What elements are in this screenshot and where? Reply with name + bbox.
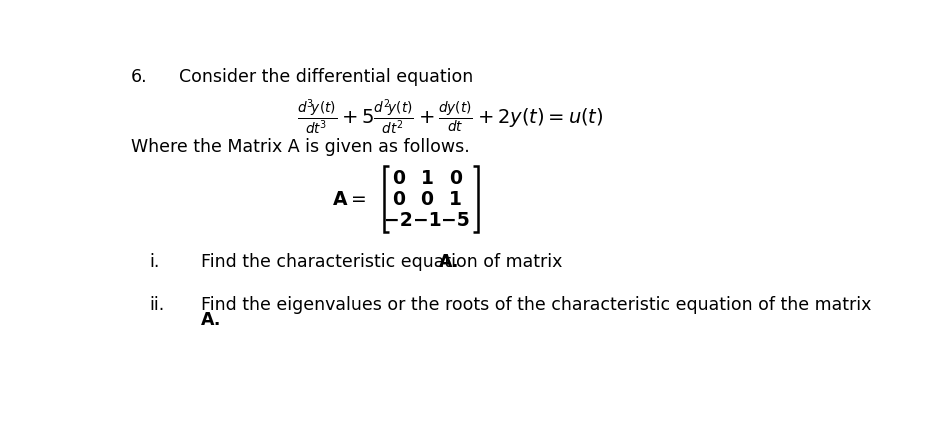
Text: ii.: ii. [150, 296, 165, 313]
Text: i.: i. [150, 253, 160, 271]
Text: Where the Matrix A is given as follows.: Where the Matrix A is given as follows. [131, 138, 470, 156]
Text: Find the eigenvalues or the roots of the characteristic equation of the matrix: Find the eigenvalues or the roots of the… [200, 296, 871, 313]
Text: 0: 0 [420, 190, 433, 209]
Text: 0: 0 [392, 190, 405, 209]
Text: A.: A. [439, 253, 460, 271]
Text: Consider the differential equation: Consider the differential equation [179, 69, 474, 86]
Text: −2: −2 [384, 211, 413, 230]
Text: Find the characteristic equation of matrix: Find the characteristic equation of matr… [200, 253, 567, 271]
Text: −5: −5 [441, 211, 470, 230]
Text: $\mathbf{A} =$: $\mathbf{A} =$ [332, 190, 366, 209]
Text: −1: −1 [413, 211, 441, 230]
Text: 6.: 6. [131, 69, 148, 86]
Text: 1: 1 [449, 190, 462, 209]
Text: A.: A. [200, 311, 221, 329]
Text: 0: 0 [392, 169, 405, 188]
Text: 0: 0 [449, 169, 462, 188]
Text: 1: 1 [420, 169, 433, 188]
Text: $\mathit{\frac{d^3\!y(t)}{dt^3} + 5\frac{d^2\!y(t)}{dt^2} + \frac{dy(t)}{dt} + 2: $\mathit{\frac{d^3\!y(t)}{dt^3} + 5\frac… [297, 98, 604, 137]
